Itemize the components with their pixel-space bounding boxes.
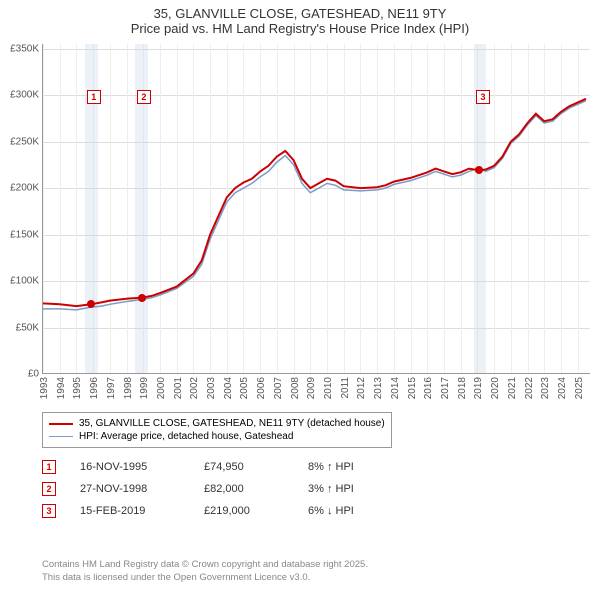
chart-legend: 35, GLANVILLE CLOSE, GATESHEAD, NE11 9TY…	[42, 412, 392, 448]
x-axis-label: 2009	[306, 377, 317, 399]
price-chart: £0£50K£100K£150K£200K£250K£300K£350K1993…	[42, 44, 590, 374]
x-axis-label: 1998	[123, 377, 134, 399]
transactions-table: 1 16-NOV-1995 £74,950 8% ↑ HPI 2 27-NOV-1998 £…	[42, 456, 398, 522]
legend-item: 35, GLANVILLE CLOSE, GATESHEAD, NE11 9TY…	[49, 417, 385, 430]
y-axis-label: £100K	[10, 276, 39, 287]
x-axis-label: 1993	[39, 377, 50, 399]
transaction-dot	[138, 294, 146, 302]
transaction-row-marker: 2	[42, 482, 56, 496]
x-axis-label: 2012	[356, 377, 367, 399]
x-axis-label: 2004	[223, 377, 234, 399]
x-axis-label: 1997	[106, 377, 117, 399]
transaction-row-marker: 1	[42, 460, 56, 474]
series-line	[43, 101, 586, 310]
transaction-price: £82,000	[204, 483, 284, 495]
x-axis-label: 2024	[557, 377, 568, 399]
legend-label: HPI: Average price, detached house, Gate…	[79, 431, 293, 442]
x-axis-label: 2002	[189, 377, 200, 399]
x-axis-label: 2003	[206, 377, 217, 399]
transaction-date: 15-FEB-2019	[80, 505, 180, 517]
x-axis-label: 1995	[72, 377, 83, 399]
y-axis-label: £50K	[16, 322, 39, 333]
x-axis-label: 1999	[139, 377, 150, 399]
chart-title-line1: 35, GLANVILLE CLOSE, GATESHEAD, NE11 9TY	[0, 6, 600, 21]
x-axis-label: 2005	[239, 377, 250, 399]
y-axis-label: £300K	[10, 90, 39, 101]
transaction-dot	[87, 300, 95, 308]
transaction-delta: 3% ↑ HPI	[308, 483, 398, 495]
y-axis-label: £150K	[10, 229, 39, 240]
x-axis-label: 2015	[407, 377, 418, 399]
x-axis-label: 2017	[440, 377, 451, 399]
y-axis-label: £250K	[10, 136, 39, 147]
chart-title-block: 35, GLANVILLE CLOSE, GATESHEAD, NE11 9TY…	[0, 0, 600, 38]
chart-title-line2: Price paid vs. HM Land Registry's House …	[0, 21, 600, 36]
legend-item: HPI: Average price, detached house, Gate…	[49, 430, 385, 443]
footer-attribution: Contains HM Land Registry data © Crown c…	[42, 559, 368, 584]
transaction-price: £74,950	[204, 461, 284, 473]
footer-line1: Contains HM Land Registry data © Crown c…	[42, 559, 368, 571]
transaction-dot	[475, 166, 483, 174]
x-axis-label: 2014	[390, 377, 401, 399]
x-axis-label: 2006	[256, 377, 267, 399]
legend-label: 35, GLANVILLE CLOSE, GATESHEAD, NE11 9TY…	[79, 418, 385, 429]
x-axis-label: 2023	[540, 377, 551, 399]
x-axis-label: 2018	[457, 377, 468, 399]
x-axis-label: 2021	[507, 377, 518, 399]
x-axis-label: 2022	[524, 377, 535, 399]
x-axis-label: 2008	[290, 377, 301, 399]
x-axis-label: 2000	[156, 377, 167, 399]
x-axis-label: 2011	[340, 377, 351, 399]
x-axis-label: 2010	[323, 377, 334, 399]
x-axis-label: 1996	[89, 377, 100, 399]
transaction-row-marker: 3	[42, 504, 56, 518]
x-axis-label: 2007	[273, 377, 284, 399]
transaction-price: £219,000	[204, 505, 284, 517]
x-axis-label: 2020	[490, 377, 501, 399]
chart-lines	[43, 44, 591, 374]
y-axis-label: £350K	[10, 43, 39, 54]
transaction-date: 27-NOV-1998	[80, 483, 180, 495]
transaction-date: 16-NOV-1995	[80, 461, 180, 473]
x-axis-label: 2025	[574, 377, 585, 399]
y-axis-label: £0	[28, 369, 39, 380]
x-axis-label: 2016	[423, 377, 434, 399]
series-line	[43, 99, 586, 306]
x-axis-label: 1994	[56, 377, 67, 399]
transaction-row: 2 27-NOV-1998 £82,000 3% ↑ HPI	[42, 478, 398, 500]
transaction-delta: 6% ↓ HPI	[308, 505, 398, 517]
y-axis-label: £200K	[10, 183, 39, 194]
x-axis-label: 2019	[473, 377, 484, 399]
transaction-row: 3 15-FEB-2019 £219,000 6% ↓ HPI	[42, 500, 398, 522]
transaction-delta: 8% ↑ HPI	[308, 461, 398, 473]
footer-line2: This data is licensed under the Open Gov…	[42, 572, 368, 584]
transaction-row: 1 16-NOV-1995 £74,950 8% ↑ HPI	[42, 456, 398, 478]
legend-swatch	[49, 423, 73, 425]
legend-swatch	[49, 436, 73, 437]
x-axis-label: 2001	[173, 377, 184, 399]
x-axis-label: 2013	[373, 377, 384, 399]
